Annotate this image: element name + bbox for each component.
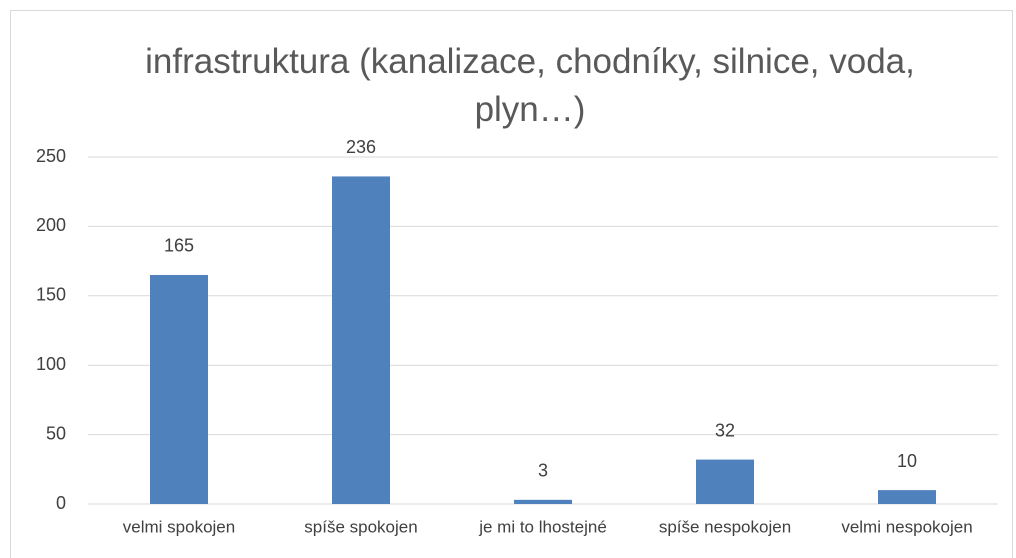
bar — [696, 459, 754, 504]
y-tick-label: 100 — [36, 354, 66, 374]
x-tick-label: spíše nespokojen — [659, 517, 791, 536]
data-label: 165 — [164, 236, 194, 256]
x-tick-label: velmi spokojen — [123, 517, 235, 536]
data-label: 10 — [897, 451, 917, 471]
chart-border — [10, 10, 1013, 558]
y-tick-label: 200 — [36, 215, 66, 235]
bar — [514, 499, 572, 504]
x-tick-label: spíše spokojen — [304, 517, 417, 536]
x-tick-label: je mi to lhostejné — [478, 517, 607, 536]
x-tick-label: velmi nespokojen — [841, 517, 972, 536]
chart-title: infrastruktura (kanalizace, chodníky, si… — [145, 42, 915, 129]
data-label: 236 — [346, 137, 376, 157]
y-tick-label: 250 — [36, 146, 66, 166]
data-label: 3 — [538, 461, 548, 481]
y-tick-label: 50 — [46, 423, 66, 443]
y-tick-label: 0 — [56, 493, 66, 513]
y-tick-label: 150 — [36, 285, 66, 305]
bar — [332, 176, 390, 504]
data-label: 32 — [715, 420, 735, 440]
bar — [878, 490, 936, 504]
bar — [150, 274, 208, 504]
